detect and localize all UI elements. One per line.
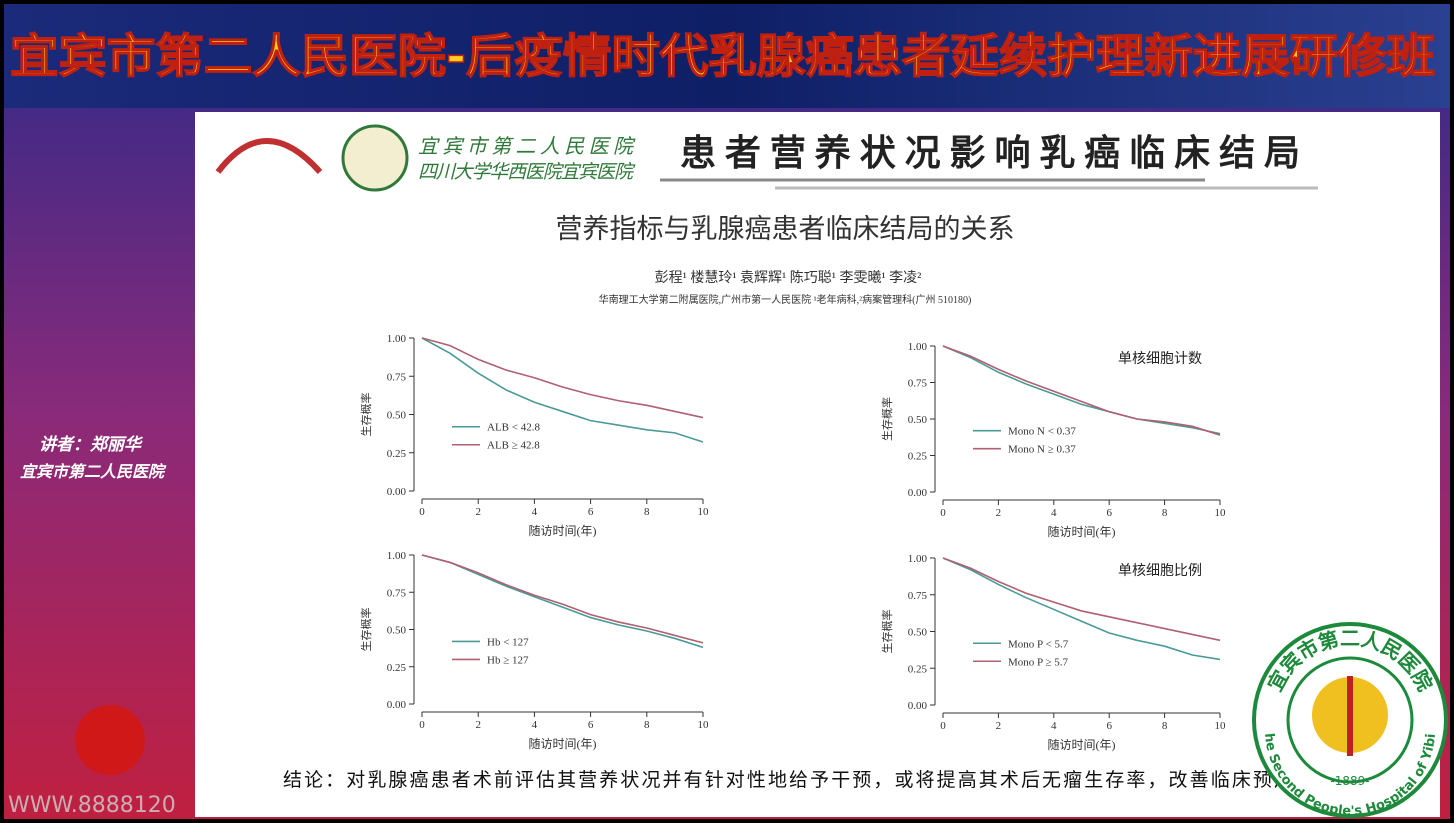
chart-title: 单核细胞计数 <box>1118 351 1202 367</box>
seal-staff <box>1347 676 1353 756</box>
survival-line <box>942 557 1221 661</box>
survival-line <box>942 345 1221 435</box>
watermark: WWW.8888120 <box>8 793 176 818</box>
y-axis-label: 生存概率 <box>359 393 373 437</box>
y-tick-label: 0.00 <box>387 486 407 498</box>
x-tick-label: 10 <box>698 506 710 518</box>
x-tick-label: 2 <box>475 719 481 731</box>
survival-line <box>942 345 1221 436</box>
legend-label: Mono N < 0.37 <box>1008 426 1076 438</box>
hospital-name: 宜宾市第二人民医院 <box>418 136 636 158</box>
y-tick-label: 0.25 <box>387 662 407 674</box>
y-tick-label: 1.00 <box>387 550 407 562</box>
survival-line <box>421 554 704 649</box>
x-tick-label: 2 <box>996 720 1002 732</box>
legend-label: Hb < 127 <box>487 636 529 648</box>
y-axis-label: 生存概率 <box>880 397 894 441</box>
hospital-logo <box>341 124 409 192</box>
legend-label: Hb ≥ 127 <box>487 654 529 666</box>
seal-year: -1889- <box>1330 774 1369 788</box>
x-tick-label: 6 <box>588 719 594 731</box>
x-axis-label: 随访时间(年) <box>529 736 597 751</box>
x-axis-label: 随访时间(年) <box>1048 737 1116 752</box>
x-tick-label: 2 <box>996 507 1002 519</box>
charts: 0.00 0.25 0.50 0.75 1.00 0 2 4 6 8 10 随访时间(年) 生存概率 AL… <box>359 333 1226 752</box>
speaker-org: 宜宾市第二人民医院 <box>20 462 167 481</box>
x-tick-label: 8 <box>644 719 650 731</box>
y-tick-label: 0.00 <box>387 699 407 711</box>
logo-arc <box>215 138 323 174</box>
y-tick-label: 0.50 <box>387 410 407 422</box>
seal-inner <box>1286 656 1414 784</box>
y-tick-label: 0.25 <box>908 451 928 463</box>
y-tick-label: 0.75 <box>908 590 928 602</box>
chart-title: 单核细胞比例 <box>1118 563 1202 579</box>
survival-line <box>421 554 704 644</box>
x-tick-label: 10 <box>1215 507 1227 519</box>
x-tick-label: 6 <box>1106 507 1112 519</box>
legend-label: ALB ≥ 42.8 <box>487 440 540 452</box>
authors: 彭程¹ 楼慧玲¹ 袁辉辉¹ 陈巧聪¹ 李雯曦¹ 李凌² <box>655 269 922 286</box>
x-tick-label: 0 <box>940 507 946 519</box>
affiliation: 华南理工大学第二附属医院,广州市第一人民医院 ¹老年病科,²病案管理科(广州 5… <box>599 293 972 306</box>
y-tick-label: 1.00 <box>908 341 928 353</box>
x-tick-label: 6 <box>588 506 594 518</box>
y-tick-label: 0.50 <box>908 627 928 639</box>
legend-label: Mono P ≥ 5.7 <box>1008 656 1069 668</box>
x-tick-label: 4 <box>1051 507 1057 519</box>
y-tick-label: 0.50 <box>908 414 928 426</box>
y-tick-label: 0.25 <box>908 663 928 675</box>
y-tick-label: 0.75 <box>387 371 407 383</box>
y-tick-label: 0.00 <box>908 487 928 499</box>
y-axis-label: 生存概率 <box>880 610 894 654</box>
x-tick-label: 0 <box>419 719 425 731</box>
survival-line <box>421 337 704 419</box>
x-tick-label: 4 <box>1051 720 1057 732</box>
survival-line <box>421 337 704 443</box>
centenary-logo <box>75 705 145 775</box>
survival-line <box>942 557 1221 642</box>
x-axis-label: 随访时间(年) <box>529 523 597 538</box>
banner <box>4 4 1450 108</box>
x-tick-label: 2 <box>475 506 481 518</box>
x-axis-label: 随访时间(年) <box>1048 524 1116 539</box>
y-tick-label: 0.75 <box>908 378 928 390</box>
legend-label: Mono N ≥ 0.37 <box>1008 444 1076 456</box>
x-tick-label: 8 <box>1162 720 1168 732</box>
x-tick-label: 8 <box>644 506 650 518</box>
y-tick-label: 0.00 <box>908 700 928 712</box>
paper-title: 营养指标与乳腺癌患者临床结局的关系 <box>556 214 1015 244</box>
y-tick-label: 1.00 <box>387 333 407 345</box>
legend-label: Mono P < 5.7 <box>1008 638 1069 650</box>
x-tick-label: 4 <box>532 506 538 518</box>
hospital-name-2: 四川大学华西医院宜宾医院 <box>418 161 636 183</box>
x-tick-label: 4 <box>532 719 538 731</box>
x-tick-label: 6 <box>1106 720 1112 732</box>
x-tick-label: 10 <box>698 719 710 731</box>
y-tick-label: 0.25 <box>387 448 407 460</box>
x-tick-label: 0 <box>419 506 425 518</box>
y-tick-label: 0.75 <box>387 587 407 599</box>
banner-title: 宜宾市第二人民医院-后疫情时代乳腺癌患者延续护理新进展研修班 <box>10 29 1435 83</box>
y-tick-label: 1.00 <box>908 553 928 565</box>
x-tick-label: 8 <box>1162 507 1168 519</box>
x-tick-label: 0 <box>940 720 946 732</box>
slide <box>195 112 1440 817</box>
y-axis-label: 生存概率 <box>359 608 373 652</box>
x-tick-label: 10 <box>1215 720 1227 732</box>
y-tick-label: 0.50 <box>387 625 407 637</box>
speaker-name: 讲者：郑丽华 <box>39 435 144 455</box>
legend-label: ALB < 42.8 <box>487 422 540 434</box>
